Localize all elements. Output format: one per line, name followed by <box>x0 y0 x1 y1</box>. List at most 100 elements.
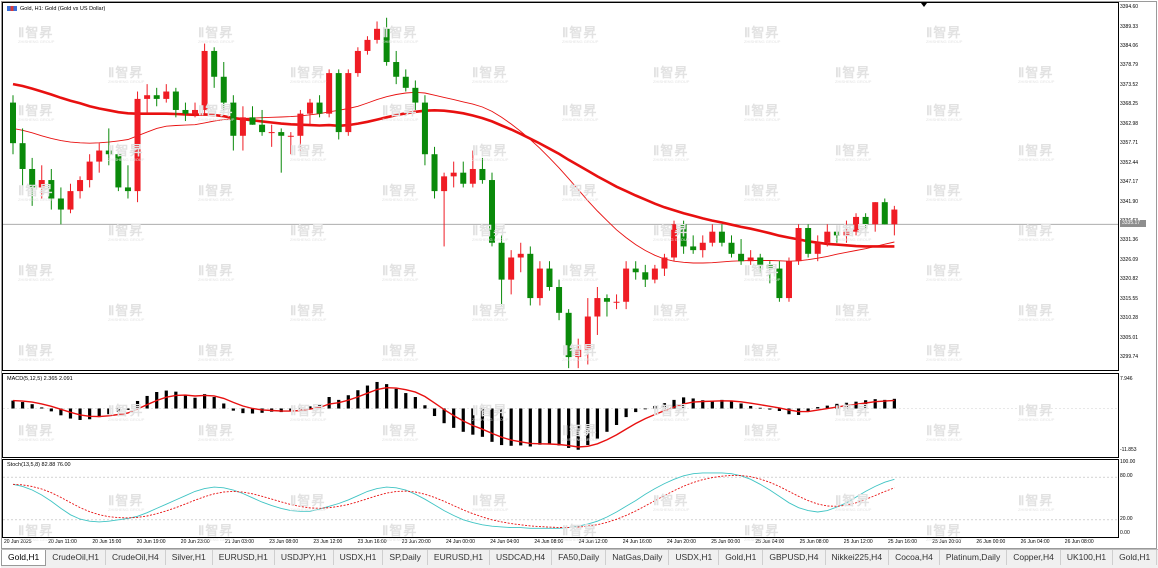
bullish-candle <box>364 39 371 51</box>
chart-tab[interactable]: Gold,H1 <box>1113 550 1158 565</box>
price-tick-label: 3384.06 <box>1120 43 1139 50</box>
chart-tab[interactable]: EURUSD,H1 <box>213 550 275 565</box>
chart-title-label: Gold, H1: Gold (Gold vs US Dollar) <box>7 6 105 12</box>
macd-histogram-bar <box>88 408 92 420</box>
macd-histogram-bar <box>107 408 111 415</box>
macd-histogram-bar <box>624 408 628 418</box>
chart-tab[interactable]: SP,Daily <box>383 550 428 565</box>
macd-histogram-bar <box>461 408 465 432</box>
price-tick-label: 3368.25 <box>1120 101 1139 108</box>
time-tick-label: 21 Jun 03:00 <box>225 539 254 545</box>
candlestick-chart[interactable] <box>3 3 1118 370</box>
bullish-candle <box>661 257 668 269</box>
bearish-candle <box>728 242 735 254</box>
macd-histogram-bar <box>222 403 226 409</box>
time-tick-label: 25 Jun 04:00 <box>755 539 785 545</box>
chart-tab[interactable]: Cocoa,H4 <box>889 550 940 565</box>
chart-tab[interactable]: Silver,H1 <box>166 550 213 565</box>
macd-histogram-bar <box>375 381 379 409</box>
stochastic-main-line <box>12 472 895 529</box>
chart-tab[interactable]: FA50,Daily <box>552 550 607 565</box>
bearish-candle <box>862 216 869 225</box>
macd-histogram-bar <box>854 401 858 409</box>
time-tick-label: 24 Jun 00:00 <box>446 539 475 545</box>
macd-histogram-bar <box>471 408 475 435</box>
bearish-candle <box>431 154 438 192</box>
bullish-candle <box>623 268 630 302</box>
price-tick-label: 3352.44 <box>1120 159 1139 166</box>
chart-tab[interactable]: GBPUSD,H4 <box>763 550 826 565</box>
price-pane[interactable]: Gold, H1: Gold (Gold vs US Dollar) <box>2 2 1119 371</box>
macd-histogram-bar <box>892 398 896 409</box>
chart-tab[interactable]: CrudeOil,H1 <box>46 550 106 565</box>
bearish-candle <box>738 253 745 262</box>
chart-tab[interactable]: Nikkei225,H4 <box>826 550 890 565</box>
stochastic-pane[interactable]: Stoch(13,5,8) 82.88 76.00 <box>2 459 1119 538</box>
chart-tab[interactable]: Gold,H1 <box>719 550 764 565</box>
bullish-candle <box>306 102 313 114</box>
price-tick-label: 3347.17 <box>1120 179 1139 186</box>
chart-tab[interactable]: USDJPY,H1 <box>275 550 334 565</box>
macd-histogram-bar <box>404 393 408 409</box>
macd-histogram-bar <box>126 408 130 410</box>
bullish-candle <box>163 91 170 99</box>
bullish-candle <box>38 180 45 188</box>
bullish-candle <box>67 191 74 210</box>
macd-histogram-bar <box>768 408 772 410</box>
bullish-candle <box>450 172 457 177</box>
bullish-candle <box>594 298 601 317</box>
macd-histogram-bar <box>758 407 762 409</box>
chart-tab[interactable]: USDX,H1 <box>669 550 720 565</box>
macd-histogram-bar <box>576 408 580 450</box>
time-tick-label: 20 Jun 11:00 <box>48 539 77 545</box>
chart-tab[interactable]: USDCAD,H4 <box>490 550 553 565</box>
chart-tab[interactable]: Copper,H4 <box>1007 550 1061 565</box>
price-tick-label: 3320.82 <box>1120 276 1139 283</box>
time-tick-label: 25 Jun 16:00 <box>888 539 917 545</box>
bullish-candle <box>508 257 515 280</box>
macd-histogram-bar <box>317 404 322 409</box>
current-price-tag: 3335.17 <box>1120 219 1146 227</box>
chart-tab[interactable]: Gold,H1 <box>1 550 47 566</box>
bearish-candle <box>383 28 390 63</box>
macd-histogram-bar <box>835 403 839 409</box>
macd-histogram-bar <box>432 408 437 417</box>
macd-histogram-bar <box>557 408 561 446</box>
bearish-candle <box>527 253 534 299</box>
bearish-candle <box>259 124 266 133</box>
macd-histogram-bar <box>787 408 791 415</box>
stochastic-chart[interactable] <box>3 460 1118 537</box>
time-tick-label: 24 Jun 16:00 <box>622 539 652 545</box>
macd-histogram-bar <box>385 384 389 409</box>
bullish-candle <box>287 135 294 137</box>
macd-histogram-bar <box>279 408 283 413</box>
macd-histogram-bar <box>20 402 25 409</box>
time-tick-label: 26 Jun 08:00 <box>1064 539 1094 545</box>
macd-histogram-bar <box>298 408 302 410</box>
chart-tab[interactable]: Platinum,Daily <box>940 550 1008 565</box>
bearish-candle <box>412 87 419 103</box>
macd-histogram-bar <box>231 408 235 411</box>
macd-histogram-bar <box>365 385 370 409</box>
bullish-candle <box>853 216 860 232</box>
macd-histogram-bar <box>193 397 197 409</box>
macd-histogram-bar <box>653 405 657 409</box>
chart-tab[interactable]: USDX,H1 <box>334 550 384 565</box>
bullish-candle <box>824 231 831 243</box>
macd-histogram-bar <box>327 397 331 409</box>
macd-histogram-bar <box>672 399 676 409</box>
stochastic-label: Stoch(13,5,8) 82.88 76.00 <box>7 462 71 468</box>
macd-pane[interactable]: MACD(5,12,5) 2.365 2.091 <box>2 373 1119 458</box>
chart-tab[interactable]: CrudeOil,H4 <box>106 550 166 565</box>
macd-histogram-bar <box>203 394 207 409</box>
price-tick-label: 3362.98 <box>1120 120 1139 127</box>
macd-chart[interactable] <box>3 374 1118 457</box>
macd-histogram-bar <box>40 407 44 409</box>
bullish-candle <box>517 253 524 258</box>
chart-tab[interactable]: UK100,H1 <box>1061 550 1114 565</box>
chart-tabs-bar[interactable]: Gold,H1 CrudeOil,H1 CrudeOil,H4 Silver,H1 EU… <box>1 549 1158 568</box>
chart-tab[interactable]: EURUSD,H1 <box>428 550 491 565</box>
price-tick-label: 3373.52 <box>1120 81 1139 88</box>
bearish-candle <box>19 143 26 169</box>
chart-tab[interactable]: NatGas,Daily <box>606 550 670 565</box>
